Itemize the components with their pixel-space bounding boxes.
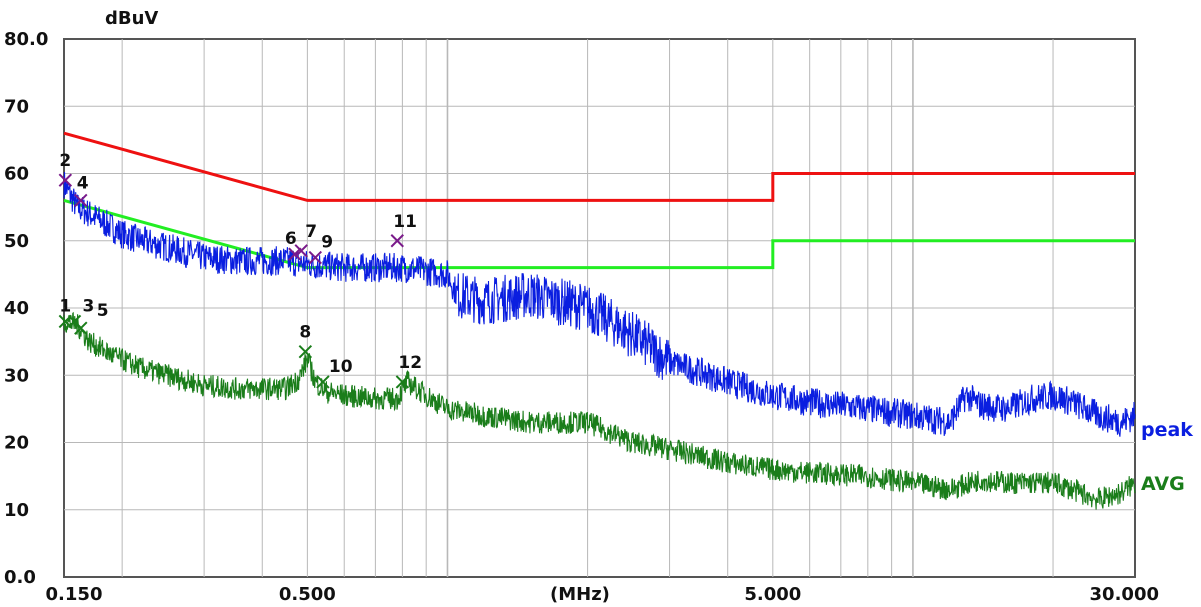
limit-lines (63, 131, 1135, 270)
x-tick-label: 0.150 (46, 584, 103, 605)
series-peak (63, 171, 1136, 437)
series-label-peak: peak (1141, 419, 1193, 441)
marker-label-4: 4 (77, 173, 89, 193)
series-label-avg: AVG (1141, 473, 1185, 495)
marker-label-5: 5 (97, 301, 109, 321)
y-tick-label: 20 (4, 433, 29, 454)
y-axis-label: dBuV (105, 8, 158, 29)
marker-label-12: 12 (398, 353, 422, 373)
limit-line-avg_limit (63, 198, 1135, 270)
marker-11: 11 (390, 212, 417, 248)
marker-4: 4 (74, 173, 89, 208)
x-tick-label: 5.000 (744, 584, 801, 605)
marker-label-7: 7 (305, 222, 317, 242)
y-tick-label: 0.0 (4, 567, 36, 588)
marker-8: 8 (298, 323, 313, 359)
marker-7: 7 (294, 222, 317, 258)
y-tick-labels: 80.0 70 60 50 40 30 20 10 0.0 (4, 29, 48, 588)
data-series (63, 171, 1136, 510)
marker-label-6: 6 (285, 229, 297, 249)
marker-label-9: 9 (321, 233, 333, 253)
x-tick-label: 0.500 (279, 584, 336, 605)
x-axis-label: (MHz) (550, 584, 610, 605)
marker-6: 6 (285, 229, 302, 261)
marker-label-3: 3 (83, 296, 95, 316)
marker-9: 9 (308, 233, 333, 265)
y-tick-label: 30 (4, 365, 29, 386)
y-tick-label: 40 (4, 298, 29, 319)
y-tick-label: 80.0 (4, 29, 48, 50)
marker-label-10: 10 (329, 357, 353, 377)
y-tick-label: 70 (4, 96, 29, 117)
marker-12: 12 (395, 353, 422, 389)
y-tick-label: 50 (4, 231, 29, 252)
marker-5: 5 (74, 301, 109, 335)
y-tick-label: 10 (4, 500, 29, 521)
marker-label-2: 2 (59, 151, 71, 171)
series-avg (63, 311, 1136, 510)
limit-line-qp_limit (63, 131, 1135, 202)
x-tick-label: 30.000 (1090, 584, 1159, 605)
marker-10: 10 (316, 357, 353, 389)
marker-label-8: 8 (299, 323, 311, 343)
marker-label-1: 1 (59, 296, 71, 316)
x-tick-labels: 0.150 0.500 5.000 30.000 (46, 584, 1159, 605)
marker-label-11: 11 (393, 212, 417, 232)
marker-2: 2 (58, 151, 73, 187)
y-tick-label: 60 (4, 164, 29, 185)
